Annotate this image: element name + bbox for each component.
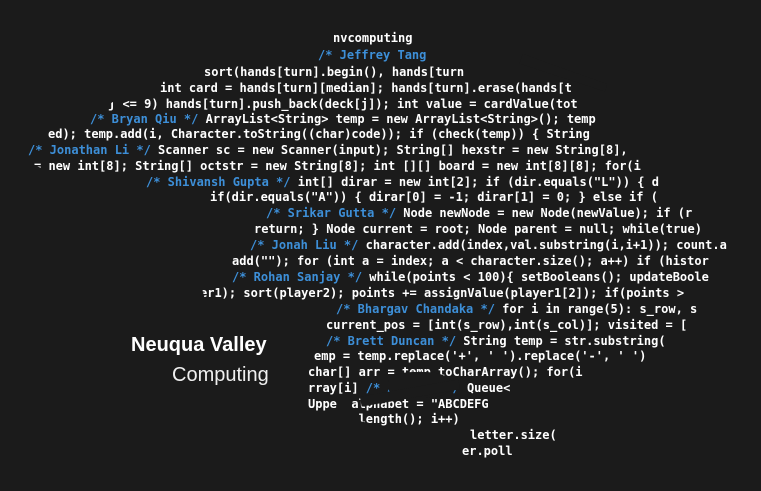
code-line: /* Jonathan Li */ Scanner sc = new Scann…	[28, 143, 628, 157]
code-line: letter.size(	[470, 428, 557, 442]
code-line: ed); temp.add(i, Character.toString((cha…	[48, 127, 590, 141]
code-line: /* Bryan Qiu */ ArrayList<String> temp =…	[90, 112, 596, 126]
code-line: er1); sort(player2); points += assignVal…	[200, 286, 685, 300]
code-line: int card = hands[turn][median]; hands[tu…	[160, 81, 572, 95]
code-line: sort(hands[turn].begin(), hands[turn	[204, 65, 465, 79]
brand-subtitle: Computing	[172, 364, 269, 386]
code-line: emp = temp.replace('+', ' ').replace('-'…	[314, 349, 647, 363]
code-line: j <= 9) hands[turn].push_back(deck[j]); …	[108, 97, 578, 111]
code-line: er.poll	[462, 444, 513, 458]
code-line: /* Shivansh Gupta */ int[] dirar = new i…	[146, 175, 659, 189]
code-line: nvcomputing	[333, 31, 413, 45]
code-line: /* Rohan Sanjay */ while(points < 100){ …	[232, 270, 709, 284]
code-line: add(""); for (int a = index; a < charact…	[232, 254, 709, 268]
brand-title: Neuqua Valley	[131, 334, 267, 356]
code-line: return; } Node current = root; Node pare…	[254, 222, 702, 236]
code-line: /* Bhargav Chandaka */ for i in range(5)…	[336, 302, 698, 316]
code-line: /* Jeffrey Tang	[318, 48, 427, 62]
code-line: current_pos = [int(s_row),int(s_col)]; v…	[326, 318, 688, 332]
code-line: /* Brett Duncan */ String temp = str.sub…	[326, 334, 666, 348]
code-line: /* Jonah Liu */ character.add(index,val.…	[250, 238, 727, 252]
code-line: if(dir.equals("A")) { dirar[0] = -1; dir…	[210, 190, 658, 204]
code-line: = new int[8]; String[] octstr = new Stri…	[34, 159, 641, 173]
code-line: for .length(); i++)	[308, 412, 460, 426]
code-line: /* Srikar Gutta */ Node newNode = new No…	[266, 206, 693, 220]
